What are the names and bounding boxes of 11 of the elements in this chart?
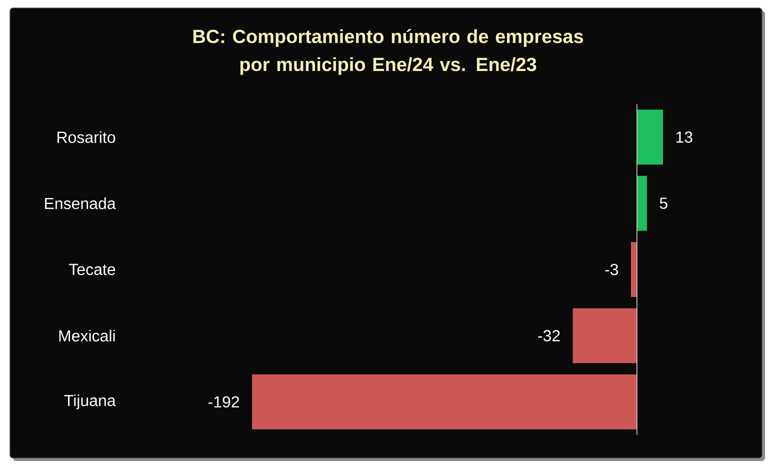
y-tick-label: Tecate — [69, 264, 116, 276]
data-label: 5 — [660, 198, 668, 209]
data-label: -192 — [208, 396, 239, 408]
chart-title: BC: Comportamiento número de empresas por municipio Ene/24 vs. Ene/23 — [193, 29, 584, 75]
y-tick-label: Mexicali — [59, 330, 115, 342]
data-label: -3 — [605, 264, 618, 276]
y-tick-label: Tijuana — [64, 394, 116, 410]
data-label: -32 — [538, 330, 560, 342]
y-tick-label: Rosarito — [58, 131, 116, 143]
data-label: 13 — [676, 131, 692, 143]
y-tick-label: Ensenada — [45, 197, 116, 210]
